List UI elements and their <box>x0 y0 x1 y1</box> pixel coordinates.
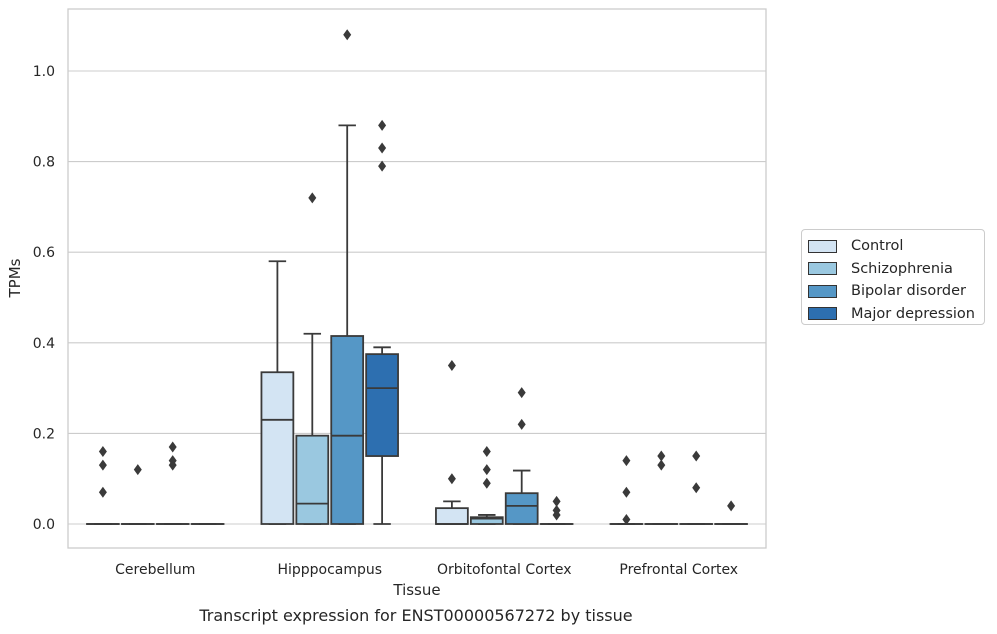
box <box>330 335 365 525</box>
outlier-point <box>657 459 666 471</box>
outlier-point <box>447 359 456 371</box>
plot-area <box>67 8 767 549</box>
legend-item: Control <box>808 235 978 258</box>
outlier-point <box>482 477 491 489</box>
outlier-point <box>727 500 736 512</box>
outlier-point <box>98 446 107 458</box>
legend-label: Bipolar disorder <box>851 283 966 300</box>
legend-label: Control <box>851 238 904 255</box>
box <box>469 516 504 525</box>
y-axis-title: TPMs <box>6 258 24 298</box>
y-tick-label: 0.0 <box>33 517 55 533</box>
legend-swatch <box>808 307 837 321</box>
x-tick-labels: Cerebellum Hipppocampus Orbitofontal Corte… <box>115 562 738 578</box>
box <box>365 353 399 457</box>
box <box>260 371 295 525</box>
outlier-point <box>133 464 142 476</box>
outlier-point <box>692 450 701 462</box>
x-tick-label: Orbitofontal Cortex <box>437 562 572 578</box>
box <box>435 507 469 525</box>
outlier-point <box>692 482 701 494</box>
y-tick-label: 0.2 <box>33 426 55 442</box>
x-tick-label: Prefrontal Cortex <box>619 562 738 578</box>
legend-swatch <box>808 262 837 276</box>
outlier-point <box>98 459 107 471</box>
legend-item: Major depression <box>808 303 978 326</box>
legend-item: Bipolar disorder <box>808 280 978 303</box>
y-tick-label: 0.4 <box>33 336 55 352</box>
box <box>504 492 539 525</box>
outlier-point <box>378 119 387 131</box>
legend-label: Major depression <box>851 305 975 322</box>
outlier-point <box>308 192 317 204</box>
outlier-point <box>98 486 107 498</box>
outlier-point <box>622 455 631 467</box>
outlier-point <box>447 473 456 485</box>
outlier-point <box>168 441 177 453</box>
y-tick-label: 0.8 <box>33 155 55 171</box>
outlier-point <box>657 450 666 462</box>
outlier-point <box>552 495 561 507</box>
y-tick-labels: 0.0 0.2 0.4 0.6 0.8 1.0 <box>33 64 55 533</box>
x-tick-label: Hipppocampus <box>277 562 382 578</box>
legend-swatch <box>808 284 837 298</box>
outlier-point <box>622 513 631 525</box>
outlier-point <box>343 29 352 41</box>
x-axis-title: Tissue <box>392 581 440 599</box>
y-tick-label: 0.6 <box>33 245 55 261</box>
box <box>295 434 330 525</box>
outlier-point <box>378 142 387 154</box>
y-tick-label: 1.0 <box>33 64 55 80</box>
legend-item: Schizophrenia <box>808 258 978 281</box>
chart-caption: Transcript expression for ENST0000056727… <box>199 606 633 625</box>
legend: Control Schizophrenia Bipolar disorder Majo… <box>801 229 985 325</box>
x-tick-label: Cerebellum <box>115 562 195 578</box>
outlier-point <box>482 464 491 476</box>
legend-swatch <box>808 239 837 253</box>
outlier-point <box>552 504 561 516</box>
outlier-point <box>517 387 526 399</box>
outlier-point <box>482 446 491 458</box>
legend-label: Schizophrenia <box>851 260 953 277</box>
outlier-point <box>517 418 526 430</box>
box-elements <box>86 29 748 525</box>
outlier-point <box>168 455 177 467</box>
outlier-point <box>622 486 631 498</box>
outlier-point <box>378 160 387 172</box>
